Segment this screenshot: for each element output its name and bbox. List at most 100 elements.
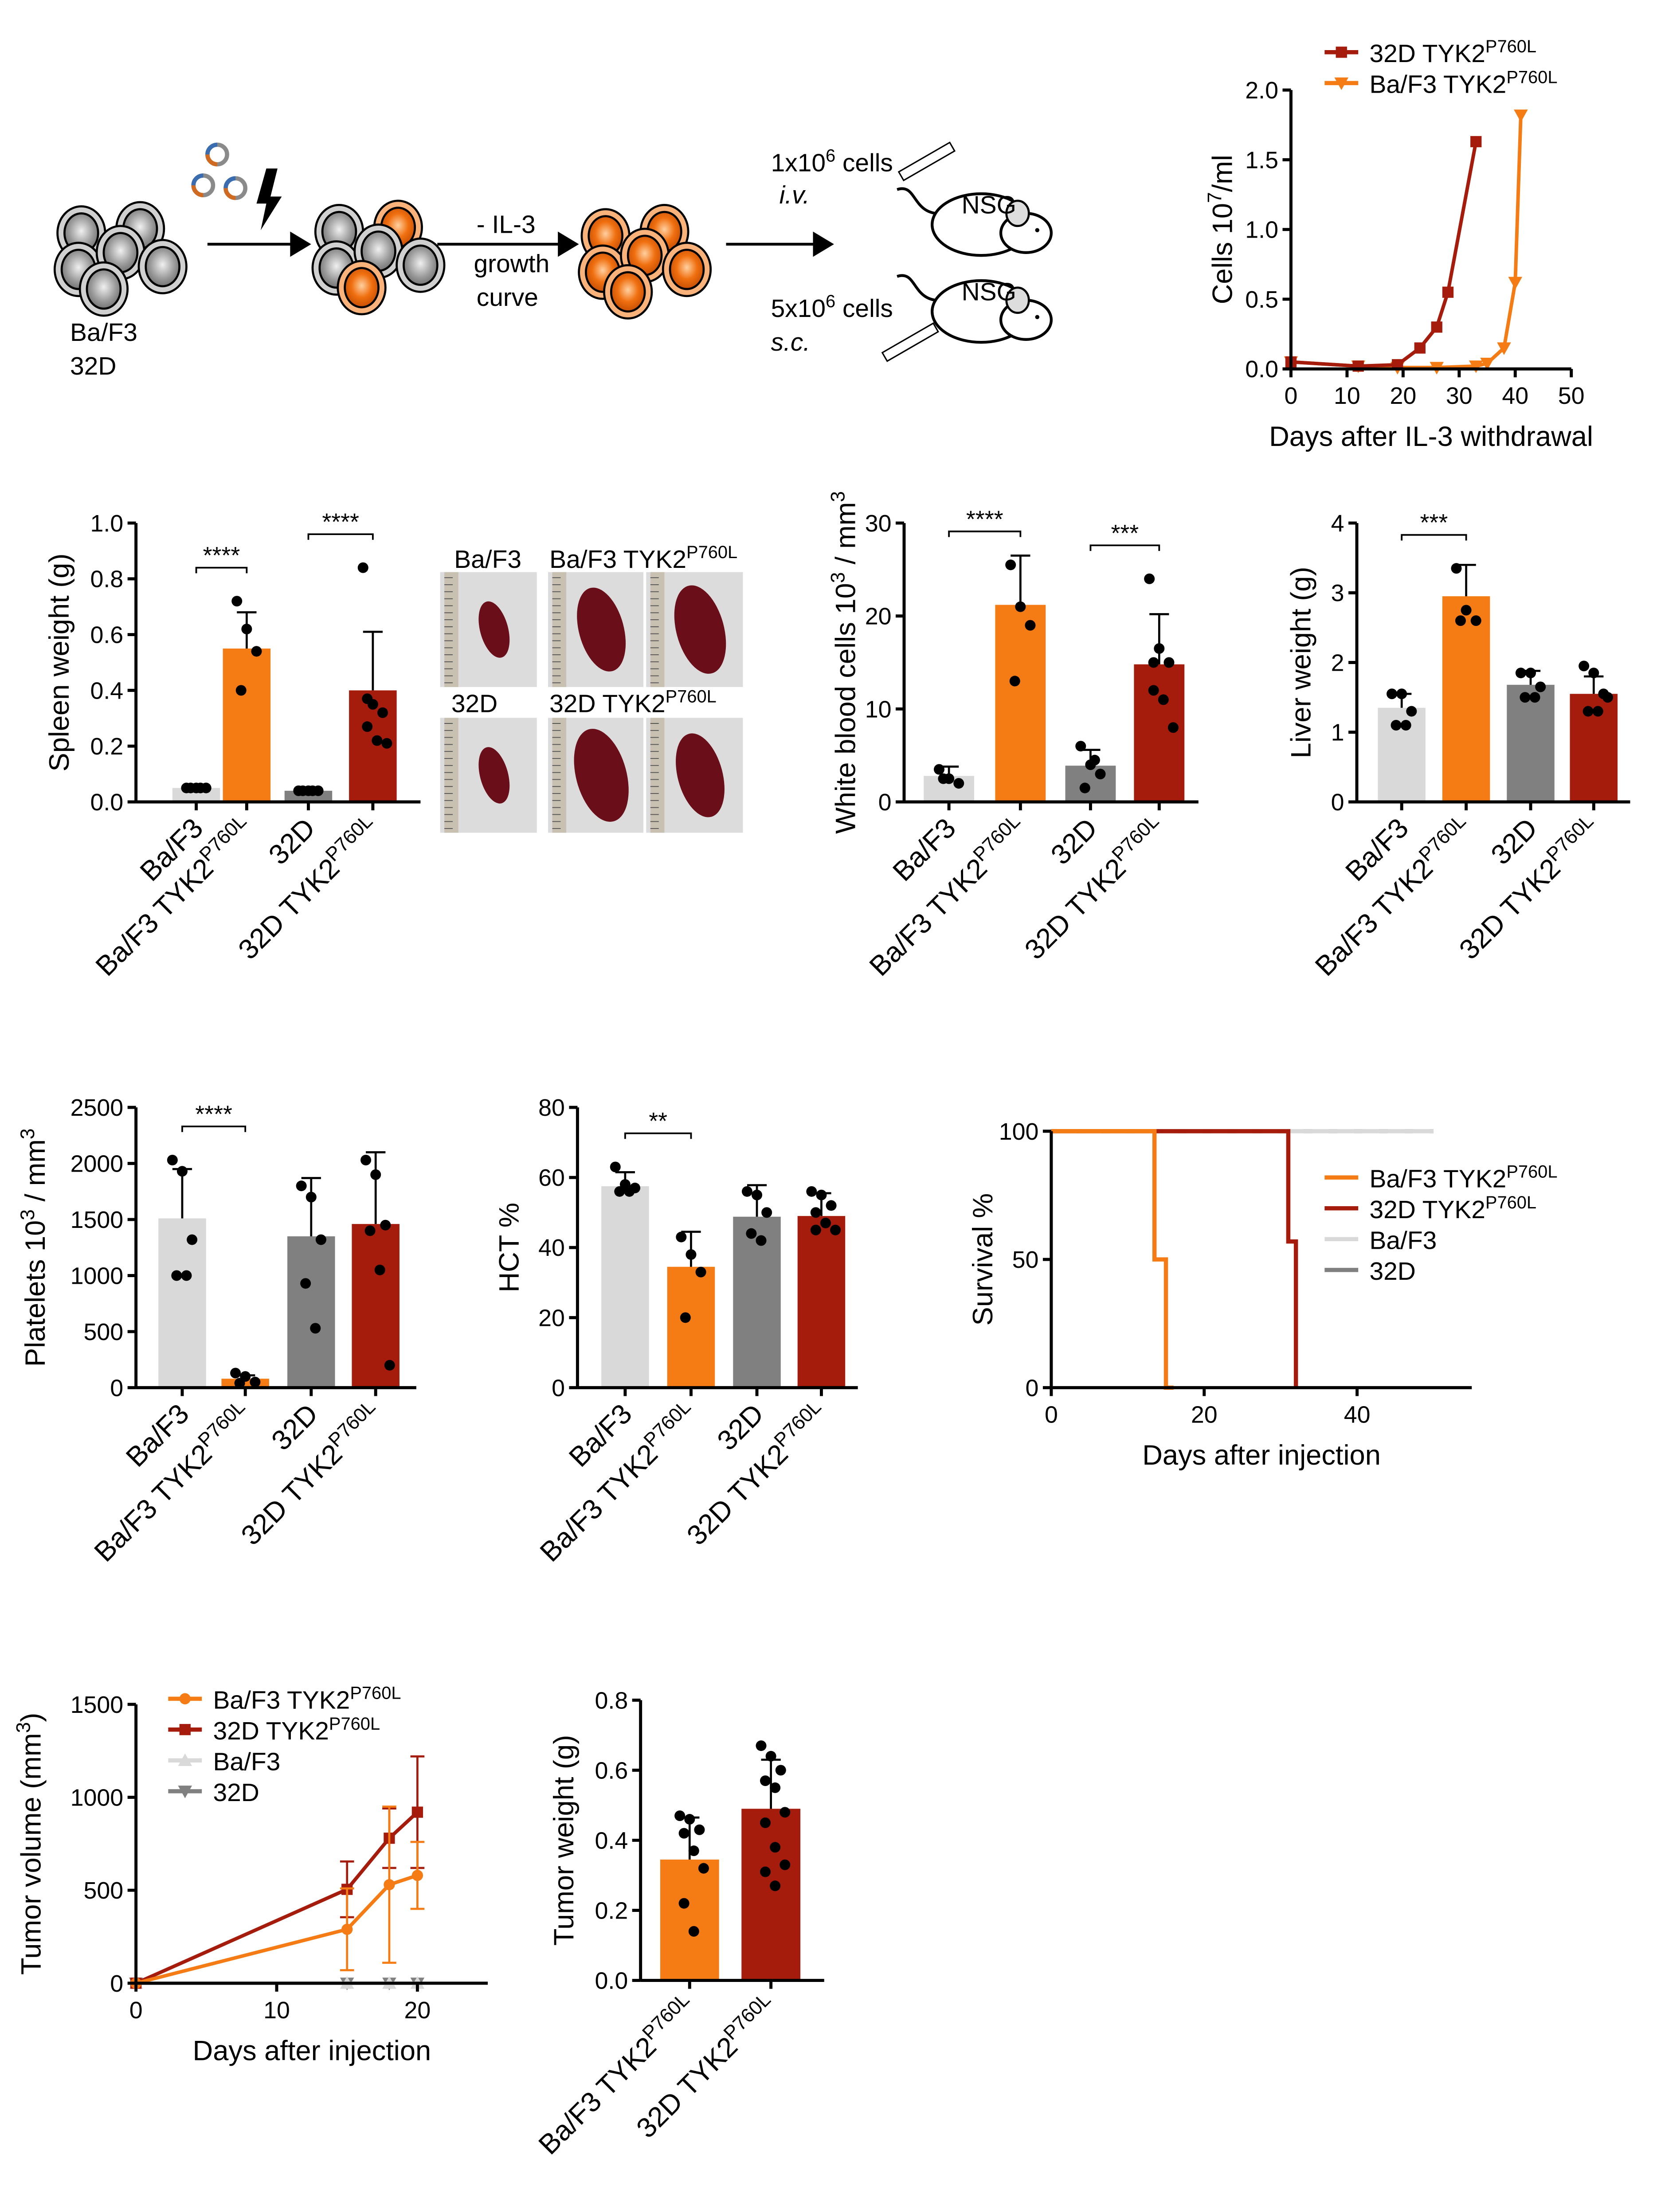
data-point bbox=[1005, 559, 1016, 571]
data-point bbox=[357, 562, 368, 573]
y-tick-label: 80 bbox=[538, 1094, 565, 1121]
series-line bbox=[1291, 115, 1523, 370]
x-tick-label: 20 bbox=[404, 1997, 431, 2024]
arrow-head-icon bbox=[290, 231, 311, 257]
significance-label: *** bbox=[1420, 509, 1448, 536]
data-point bbox=[1167, 722, 1179, 733]
photo-label-sup: P760L bbox=[666, 687, 717, 707]
y-axis-label-base: Platelets 10 bbox=[20, 1220, 51, 1367]
significance-bracket bbox=[948, 530, 1022, 537]
legend-item: 32D TYK2P760L bbox=[1324, 1193, 1536, 1224]
x-tick-label: 20 bbox=[1191, 1401, 1218, 1428]
triangle-down-marker bbox=[1469, 360, 1483, 373]
survival-line bbox=[1051, 1129, 1298, 1388]
legend-label-sup: P760L bbox=[1485, 37, 1536, 56]
data-point bbox=[297, 785, 308, 796]
legend-label-base: 32D TYK2 bbox=[213, 1717, 329, 1745]
data-point bbox=[770, 1842, 781, 1853]
circle-marker bbox=[384, 1879, 395, 1891]
data-point bbox=[674, 1810, 686, 1821]
spleen-photo bbox=[646, 718, 743, 833]
photo-label-base: Ba/F3 bbox=[454, 545, 521, 574]
square-marker bbox=[1470, 136, 1482, 148]
data-point bbox=[1079, 782, 1090, 793]
y-axis-label-base: White blood cells 10 bbox=[830, 583, 861, 834]
data-point bbox=[933, 764, 945, 775]
iv-dose-label: 1x106 cells bbox=[771, 146, 893, 177]
y-tick-label: 100 bbox=[999, 1118, 1039, 1145]
y-axis-label: White blood cells 103 / mm3 bbox=[827, 491, 861, 834]
y-tick-label: 2 bbox=[1331, 649, 1344, 676]
bar bbox=[287, 1236, 335, 1388]
x-axis-label: Days after injection bbox=[1142, 1440, 1381, 1471]
data-point bbox=[760, 1866, 771, 1877]
data-point bbox=[816, 1189, 827, 1200]
y-axis-label: Platelets 103 / mm3 bbox=[17, 1128, 51, 1367]
x-tick-label-sup: P760L bbox=[639, 1396, 695, 1451]
x-tick-label-base: 32D bbox=[266, 1398, 324, 1457]
ruler bbox=[444, 718, 458, 833]
spleen-image bbox=[676, 733, 725, 817]
data-point bbox=[1095, 769, 1106, 780]
y-tick-label: 60 bbox=[538, 1165, 565, 1191]
triangle-up-marker bbox=[178, 1753, 192, 1766]
data-point bbox=[364, 1225, 376, 1236]
y-tick-label: 10 bbox=[865, 696, 892, 723]
significance-label: **** bbox=[195, 1101, 232, 1128]
electroporation-bolt-icon bbox=[256, 168, 282, 231]
x-tick-label-sup: P760L bbox=[1542, 810, 1598, 865]
square-marker bbox=[1442, 286, 1454, 298]
data-point bbox=[1520, 692, 1531, 703]
data-point bbox=[1455, 615, 1466, 626]
y-tick-label: 2000 bbox=[71, 1151, 124, 1177]
y-tick-label: 0.6 bbox=[90, 622, 123, 649]
legend-item: Ba/F3 TYK2P760L bbox=[1324, 1162, 1557, 1193]
y-axis-label: Liver weight (g) bbox=[1286, 567, 1317, 758]
data-point bbox=[1144, 573, 1155, 584]
data-point bbox=[362, 721, 373, 732]
data-point bbox=[1406, 706, 1417, 717]
y-tick-label: 0.0 bbox=[90, 789, 123, 816]
bar bbox=[1378, 707, 1426, 802]
data-point bbox=[770, 1782, 781, 1793]
plasmid-segment bbox=[191, 173, 204, 186]
y-axis-label-base: Spleen weight (g) bbox=[44, 553, 75, 771]
data-point bbox=[694, 1824, 705, 1835]
cell-cluster-icon bbox=[53, 201, 188, 317]
spleen-image bbox=[674, 585, 726, 674]
x-tick-label-base: 32D TYK2 bbox=[1453, 852, 1567, 965]
data-point bbox=[1387, 688, 1398, 700]
mouse-ear bbox=[1005, 286, 1030, 314]
photo-label: 32D bbox=[451, 690, 498, 718]
sc-route-label: s.c. bbox=[771, 328, 811, 356]
legend-label-base: 32D TYK2 bbox=[1369, 1196, 1485, 1224]
cell-nucleus bbox=[669, 249, 705, 290]
legend-label: 32D bbox=[213, 1778, 259, 1807]
series-0 bbox=[1051, 1129, 1174, 1390]
ruler bbox=[552, 572, 567, 687]
cell-cluster-icon bbox=[578, 203, 712, 320]
ruler bbox=[444, 572, 458, 687]
growth-curve-label: growth bbox=[474, 250, 549, 278]
line-chart-6: 0 20 40 0 50 100 Survival % Days after injectio… bbox=[968, 1118, 1557, 1471]
y-tick-label: 0.0 bbox=[595, 1968, 628, 1994]
data-point bbox=[185, 782, 196, 793]
legend-label-sup: P760L bbox=[1506, 1162, 1557, 1181]
y-tick-label: 1000 bbox=[71, 1784, 124, 1811]
x-tick-label-sup: P760L bbox=[719, 1989, 775, 2044]
data-point bbox=[306, 1192, 317, 1203]
data-point bbox=[370, 1169, 381, 1180]
bar bbox=[667, 1266, 715, 1388]
x-tick-label: 32D TYK2P760L bbox=[628, 1989, 784, 2144]
y-tick-label: 0.8 bbox=[595, 1687, 628, 1714]
y-tick-label: 0 bbox=[552, 1375, 565, 1401]
cell-nucleus bbox=[344, 267, 380, 309]
data-point bbox=[1579, 660, 1590, 672]
y-axis-label-base: Cells 10 bbox=[1207, 203, 1238, 304]
data-point bbox=[1535, 681, 1546, 692]
series-1 bbox=[1284, 109, 1528, 375]
line-chart-0: 0 10 20 30 40 50 0.0 0.5 1.0 1.5 2.0 Cells 107/ml Da… bbox=[1204, 37, 1593, 452]
